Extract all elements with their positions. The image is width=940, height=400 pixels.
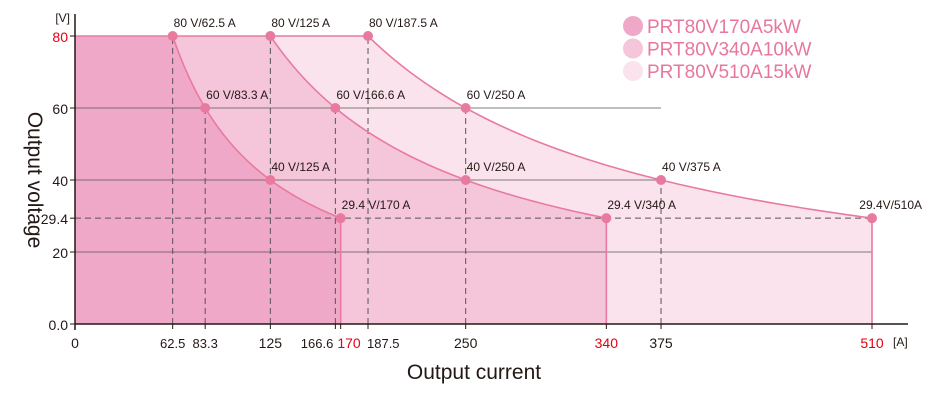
data-point <box>167 31 178 41</box>
y-unit: [V] <box>55 11 70 25</box>
legend-entry: PRT80V170A5kW <box>647 17 801 38</box>
legend-entry: PRT80V340A10kW <box>647 40 811 61</box>
y-tick-label: 40 <box>52 173 68 189</box>
y-tick-label: 20 <box>52 245 68 261</box>
y-axis-title: Output voltage <box>23 112 46 249</box>
x-axis-title: Output current <box>407 361 541 384</box>
data-point-label: 29.4 V/170 A <box>342 198 411 212</box>
data-point <box>335 213 346 224</box>
x-tick-label: 340 <box>595 335 619 351</box>
data-point <box>265 31 276 41</box>
data-point-label: 80 V/62.5 A <box>174 16 236 30</box>
data-point-label: 40 V/125 A <box>271 160 330 174</box>
data-point <box>867 213 877 224</box>
data-point <box>265 175 276 185</box>
data-point <box>363 31 374 41</box>
y-tick-label: 60 <box>52 101 68 117</box>
data-point-label: 29.4 V/340 A <box>607 198 676 212</box>
x-tick-label: 170 <box>337 335 361 351</box>
x-unit: [A] <box>893 335 908 349</box>
legend-entry: PRT80V510A15kW <box>647 62 811 83</box>
data-point <box>460 175 471 185</box>
series-curve-0 <box>171 35 342 324</box>
x-tick-label: 510 <box>860 335 884 351</box>
legend-swatch <box>623 61 643 81</box>
data-point-label: 60 V/166.6 A <box>336 88 405 102</box>
data-point <box>601 213 612 224</box>
x-tick-label: 83.3 <box>193 336 218 351</box>
data-point <box>460 103 471 113</box>
data-point <box>656 175 667 185</box>
data-point-label: 60 V/250 A <box>467 88 526 102</box>
data-point-label: 60 V/83.3 A <box>206 88 268 102</box>
y-tick-label: 29.4 <box>41 211 68 227</box>
y-tick-label: 80 <box>52 29 68 45</box>
x-tick-label: 250 <box>454 335 478 351</box>
data-point <box>330 103 341 113</box>
data-point-label: 29.4V/510A <box>859 198 922 212</box>
series-curve-2 <box>367 35 873 324</box>
x-tick-label: 166.6 <box>301 336 334 351</box>
x-tick-label: 62.5 <box>160 336 185 351</box>
legend-swatch <box>623 38 643 59</box>
y-tick-label: 0.0 <box>49 317 69 333</box>
legend-swatch <box>623 16 643 36</box>
data-point <box>200 103 211 113</box>
x-tick-label: 187.5 <box>367 336 400 351</box>
data-point-label: 80 V/125 A <box>271 16 330 30</box>
x-tick-label: 125 <box>259 335 283 351</box>
x-tick-label: 0 <box>71 335 79 351</box>
data-point-label: 40 V/375 A <box>662 160 721 174</box>
data-point-label: 80 V/187.5 A <box>369 16 438 30</box>
data-point-label: 40 V/250 A <box>467 160 526 174</box>
series-curve-1 <box>269 35 608 324</box>
x-tick-label: 375 <box>649 335 673 351</box>
